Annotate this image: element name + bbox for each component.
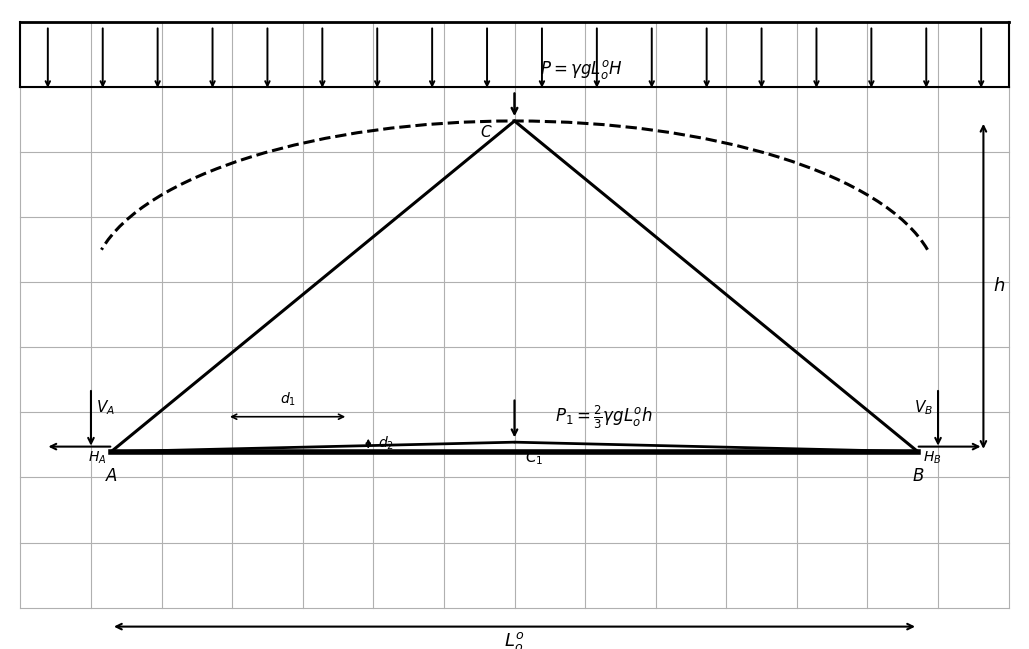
Text: $d_2$: $d_2$ xyxy=(379,435,394,452)
Text: $d_1$: $d_1$ xyxy=(280,391,295,408)
Text: $P = \gamma g L^o_o H$: $P = \gamma g L^o_o H$ xyxy=(539,58,623,81)
Text: $C$: $C$ xyxy=(480,124,492,140)
Text: $H_A$: $H_A$ xyxy=(87,450,106,466)
Text: $V_B$: $V_B$ xyxy=(914,398,933,417)
Text: $A$: $A$ xyxy=(105,467,117,485)
Text: $V_A$: $V_A$ xyxy=(96,398,115,417)
Text: $P_1 = \frac{2}{3} \gamma g L^o_o h$: $P_1 = \frac{2}{3} \gamma g L^o_o h$ xyxy=(555,404,652,432)
Text: $L^o_o$: $L^o_o$ xyxy=(504,630,525,649)
Text: $h$: $h$ xyxy=(993,277,1005,295)
Text: $H_B$: $H_B$ xyxy=(923,450,942,466)
Text: $C_1$: $C_1$ xyxy=(525,448,543,467)
Text: $B$: $B$ xyxy=(912,467,924,485)
